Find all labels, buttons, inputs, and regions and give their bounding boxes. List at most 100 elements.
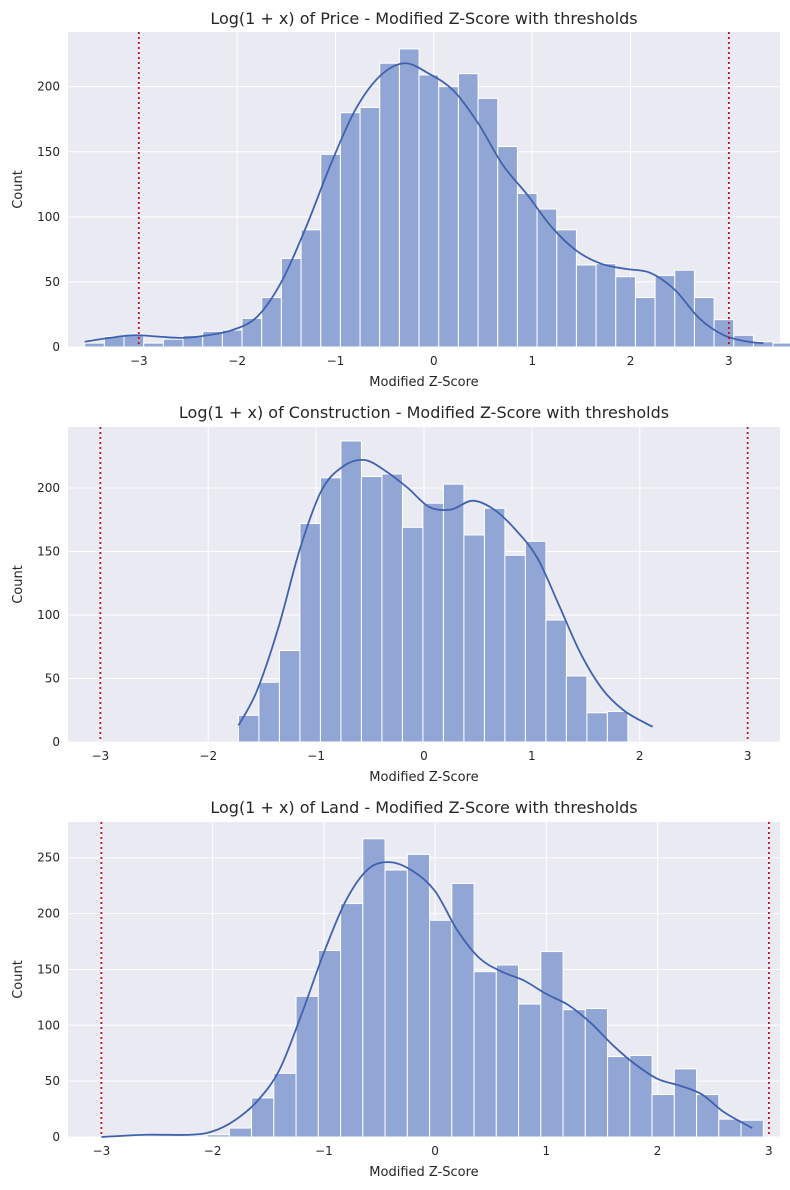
histogram-bar — [429, 919, 453, 1138]
chart-panel-3: −3 −2 −1 0 1 2 3 0 50 100 150 200 250 Modified Z-Scor… — [11, 798, 780, 1180]
x-tick-label: 2 — [636, 749, 644, 763]
histogram-bar — [84, 342, 105, 348]
histogram-bar — [451, 882, 475, 1138]
histogram-bar — [339, 112, 361, 348]
histogram-bar — [401, 526, 424, 743]
histogram-bar — [713, 319, 735, 348]
histogram-bar — [319, 477, 342, 743]
x-tick-label: 1 — [543, 1144, 551, 1158]
x-tick-label: −1 — [307, 749, 325, 763]
histogram-bar — [606, 711, 629, 743]
histogram-bar — [772, 342, 790, 348]
histogram-bar — [518, 1003, 542, 1138]
histogram-bar — [504, 554, 526, 743]
y-tick-label: 100 — [37, 210, 60, 224]
histogram-bar — [516, 192, 538, 348]
histogram-bar — [457, 73, 479, 348]
x-tick-label: 0 — [430, 354, 438, 368]
histogram-bar — [696, 1094, 720, 1138]
x-tick-label: −3 — [130, 354, 148, 368]
histogram-bar — [228, 1127, 253, 1138]
x-tick-label: 0 — [420, 749, 428, 763]
x-axis-label: Modified Z-Score — [369, 375, 478, 390]
histogram-bar — [162, 338, 184, 348]
histogram-bar — [495, 964, 520, 1138]
histogram-bar — [483, 507, 506, 743]
x-tick-label: 3 — [765, 1144, 773, 1158]
y-tick-label: 200 — [37, 481, 60, 495]
y-tick-label: 150 — [37, 544, 60, 558]
chart-panel-2: −3 −2 −1 0 1 2 3 0 50 100 150 200 Modified Z-Score Co… — [11, 403, 780, 785]
histogram-bar — [575, 264, 597, 348]
histogram-bar — [406, 853, 431, 1138]
histogram-bar — [379, 62, 400, 348]
y-axis-label: Count — [11, 960, 26, 999]
histogram-bar — [607, 1056, 631, 1138]
histogram-bar — [545, 619, 567, 743]
histogram-bar — [438, 86, 459, 348]
y-tick-label: 250 — [37, 851, 60, 865]
y-tick-label: 50 — [45, 275, 60, 289]
x-tick-label: 2 — [654, 1144, 662, 1158]
histogram-bar — [340, 903, 364, 1138]
kde-curve — [84, 62, 764, 344]
histogram-bar — [381, 473, 403, 743]
chart-title: Log(1 + x) of Price - Modified Z-Score w… — [210, 9, 637, 28]
histogram-bar — [615, 276, 636, 348]
histogram-bar — [206, 1134, 230, 1138]
histogram-bar — [740, 1119, 764, 1138]
kde-curve — [101, 861, 753, 1138]
histogram-bar — [300, 229, 322, 348]
chart-panel-1: −3 −2 −1 0 1 2 3 0 50 100 150 200 Modified Z-Score Co… — [11, 9, 790, 390]
histogram-bar — [586, 712, 608, 743]
histogram-bar — [442, 483, 465, 743]
y-tick-label: 50 — [45, 671, 60, 685]
histogram-bar — [362, 838, 386, 1138]
histogram-bar — [418, 74, 440, 348]
histogram-bar — [540, 951, 564, 1138]
histogram-bar — [398, 48, 420, 348]
histogram-bar — [422, 502, 444, 743]
x-tick-label: 2 — [627, 354, 635, 368]
histogram-bar — [565, 675, 588, 743]
x-axis-label: Modified Z-Score — [369, 770, 478, 785]
x-tick-label: 0 — [431, 1144, 439, 1158]
histogram-bar — [143, 342, 164, 348]
y-tick-label: 0 — [52, 340, 60, 354]
histogram-bar — [473, 971, 497, 1138]
histogram-bar — [340, 440, 362, 743]
y-axis-label: Count — [11, 565, 26, 604]
histogram-bar — [524, 540, 547, 743]
histogram-bar — [360, 476, 383, 743]
histogram-bar — [477, 97, 499, 348]
histogram-bar — [359, 106, 381, 348]
x-tick-label: −3 — [92, 749, 110, 763]
histogram-bar — [562, 1009, 586, 1138]
x-tick-label: −1 — [327, 354, 345, 368]
x-tick-label: −2 — [228, 354, 246, 368]
chart-title: Log(1 + x) of Land - Modified Z-Score wi… — [210, 798, 637, 817]
y-tick-label: 0 — [52, 735, 60, 749]
histogram-bar — [463, 534, 485, 743]
kde-curve — [237, 458, 654, 728]
histogram-bar — [273, 1072, 297, 1138]
y-tick-label: 100 — [37, 608, 60, 622]
histogram-bar — [278, 650, 301, 743]
histogram-bar — [317, 949, 342, 1138]
histogram-bar — [299, 523, 321, 743]
y-tick-label: 100 — [37, 1018, 60, 1032]
y-tick-label: 200 — [37, 907, 60, 921]
x-tick-label: −1 — [315, 1144, 333, 1158]
histogram-bar — [651, 1094, 675, 1138]
histogram-bar — [261, 297, 282, 348]
x-tick-label: −2 — [204, 1144, 222, 1158]
histogram-bar — [295, 995, 319, 1138]
histogram-bar — [673, 1068, 698, 1138]
x-tick-label: 1 — [528, 749, 536, 763]
x-tick-label: −3 — [93, 1144, 111, 1158]
y-tick-label: 0 — [52, 1130, 60, 1144]
x-tick-label: 3 — [744, 749, 752, 763]
histogram-bar — [241, 317, 263, 348]
y-tick-label: 50 — [45, 1074, 60, 1088]
